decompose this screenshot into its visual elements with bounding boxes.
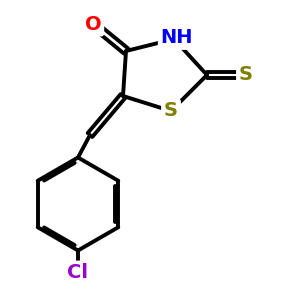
- Text: S: S: [164, 101, 178, 121]
- Text: Cl: Cl: [68, 263, 88, 283]
- Text: O: O: [85, 14, 101, 34]
- Text: S: S: [239, 65, 253, 85]
- Text: NH: NH: [161, 28, 193, 47]
